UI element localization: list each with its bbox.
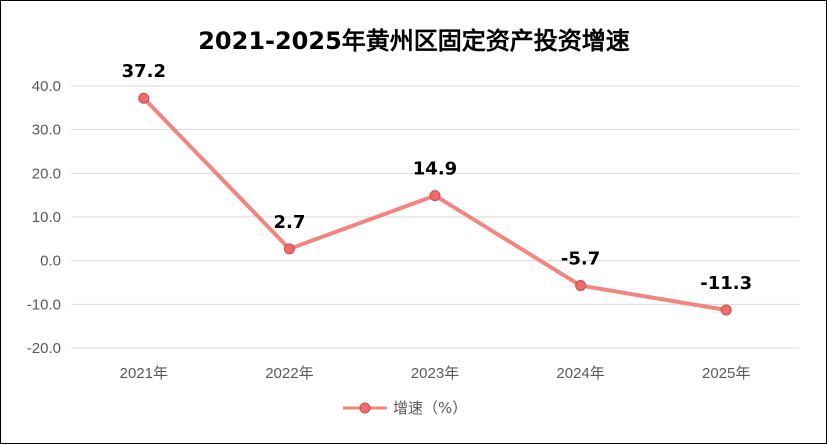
data-point[interactable]: [575, 280, 587, 292]
legend[interactable]: 增速（%）: [343, 399, 467, 417]
data-label: -11.3: [700, 273, 752, 294]
y-tick-label: -20.0: [27, 340, 61, 357]
x-tick-label: 2024年: [556, 365, 604, 382]
data-point[interactable]: [429, 190, 441, 202]
data-label: -5.7: [561, 249, 600, 270]
y-tick-label: 10.0: [32, 209, 61, 226]
y-tick-label: 40.0: [32, 78, 61, 95]
data-point[interactable]: [283, 243, 295, 255]
data-label: 2.7: [273, 212, 305, 233]
legend-marker-swatch: [359, 402, 371, 414]
y-axis-ticks: 40.0 30.0 20.0 10.0 0.0 -10.0 -20.0: [27, 78, 61, 357]
x-tick-label: 2022年: [265, 365, 313, 382]
y-tick-label: 20.0: [32, 165, 61, 182]
data-point[interactable]: [138, 92, 150, 104]
data-point[interactable]: [720, 304, 732, 316]
x-tick-label: 2025年: [702, 365, 750, 382]
legend-label: 增速（%）: [393, 399, 467, 417]
data-label: 37.2: [122, 61, 166, 82]
x-tick-label: 2023年: [411, 365, 459, 382]
y-tick-label: -10.0: [27, 296, 61, 313]
y-tick-label: 30.0: [32, 122, 61, 139]
series-line: [138, 92, 732, 316]
data-label: 14.9: [413, 159, 457, 180]
x-axis-ticks: 2021年 2022年 2023年 2024年 2025年: [120, 365, 751, 382]
data-labels: 37.2 2.7 14.9 -5.7 -11.3: [122, 61, 753, 294]
y-tick-label: 0.0: [40, 253, 61, 270]
gridlines: [71, 85, 799, 349]
chart-title: 2021-2025年黄州区固定资产投资增速: [198, 27, 630, 55]
x-tick-label: 2021年: [120, 365, 168, 382]
